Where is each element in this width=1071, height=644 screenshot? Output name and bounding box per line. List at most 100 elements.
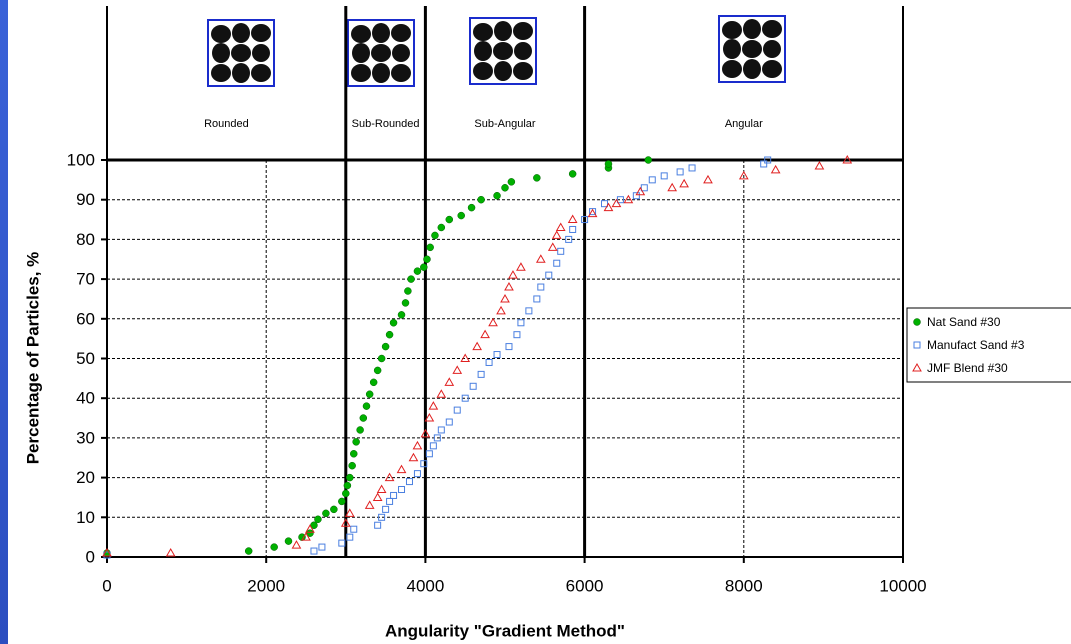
point (350, 450, 358, 458)
legend-label: Nat Sand #30 (927, 315, 1001, 329)
point (517, 319, 525, 327)
x-axis-title: Angularity "Gradient Method" (385, 621, 625, 640)
point (760, 160, 768, 168)
point (842, 154, 853, 164)
particle-image (718, 15, 786, 83)
point (569, 225, 577, 233)
point (616, 196, 624, 204)
point (505, 343, 513, 351)
point (420, 263, 428, 271)
y-tick-label: 90 (76, 190, 95, 209)
point (359, 414, 368, 422)
point (547, 242, 558, 251)
point (330, 505, 338, 514)
point (338, 497, 346, 506)
point (310, 547, 318, 555)
point (270, 543, 278, 551)
point (338, 539, 346, 547)
point (382, 505, 390, 513)
point (352, 438, 360, 446)
point (165, 548, 176, 557)
x-tick-label: 6000 (566, 576, 604, 595)
point (401, 299, 410, 307)
point (640, 184, 648, 192)
point (688, 164, 696, 172)
point (373, 366, 382, 375)
point (814, 160, 825, 170)
point (533, 295, 541, 303)
y-tick-label: 20 (76, 468, 95, 487)
point (488, 317, 498, 327)
point (348, 461, 356, 470)
point (291, 540, 302, 549)
point (500, 293, 510, 303)
point (445, 215, 454, 224)
point (407, 275, 415, 283)
point (364, 500, 375, 509)
point (405, 478, 413, 486)
point (350, 525, 358, 533)
point (603, 202, 614, 212)
point (545, 271, 553, 279)
point (453, 406, 461, 414)
point (314, 515, 322, 524)
point (587, 208, 598, 218)
point (480, 329, 490, 339)
point (525, 307, 533, 315)
point (377, 354, 386, 363)
legend (906, 307, 1071, 383)
point (601, 200, 608, 208)
point (632, 192, 640, 200)
particle-image (469, 17, 537, 85)
point (381, 342, 390, 351)
x-tick-label: 2000 (247, 576, 285, 595)
point (467, 203, 476, 212)
point (369, 378, 378, 387)
point (604, 160, 613, 168)
point (340, 518, 351, 527)
point (376, 484, 387, 494)
point (493, 351, 501, 359)
point (444, 377, 455, 386)
point (428, 401, 439, 410)
point (557, 247, 565, 255)
point (644, 156, 653, 164)
point (378, 513, 386, 521)
point (493, 191, 501, 200)
point (431, 231, 439, 240)
x-tick-label: 4000 (406, 576, 444, 595)
point (429, 442, 437, 450)
point (301, 532, 311, 541)
point (433, 434, 441, 442)
x-tick-label: 8000 (725, 576, 763, 595)
point (389, 319, 398, 327)
point (386, 497, 394, 505)
point (623, 194, 634, 204)
point (390, 491, 398, 499)
point (372, 492, 383, 501)
point (660, 172, 668, 180)
point (533, 174, 541, 182)
y-tick-label: 80 (76, 230, 95, 249)
y-tick-label: 50 (76, 349, 95, 368)
point (344, 508, 355, 517)
y-tick-label: 0 (86, 547, 95, 566)
point (413, 470, 421, 478)
region-label: Angular (725, 118, 763, 130)
point (507, 178, 516, 186)
point (374, 521, 382, 529)
point (516, 262, 526, 271)
y-tick-label: 10 (76, 508, 95, 527)
point (102, 548, 112, 557)
point (408, 452, 419, 462)
x-tick-label: 0 (102, 576, 111, 595)
point (426, 243, 434, 252)
point (461, 394, 469, 402)
y-tick-label: 30 (76, 428, 95, 447)
point (912, 362, 922, 372)
point (513, 331, 521, 339)
point (553, 259, 561, 267)
region-label: Rounded (204, 118, 249, 130)
region-label: Sub-Rounded (352, 118, 420, 130)
point (424, 413, 435, 422)
